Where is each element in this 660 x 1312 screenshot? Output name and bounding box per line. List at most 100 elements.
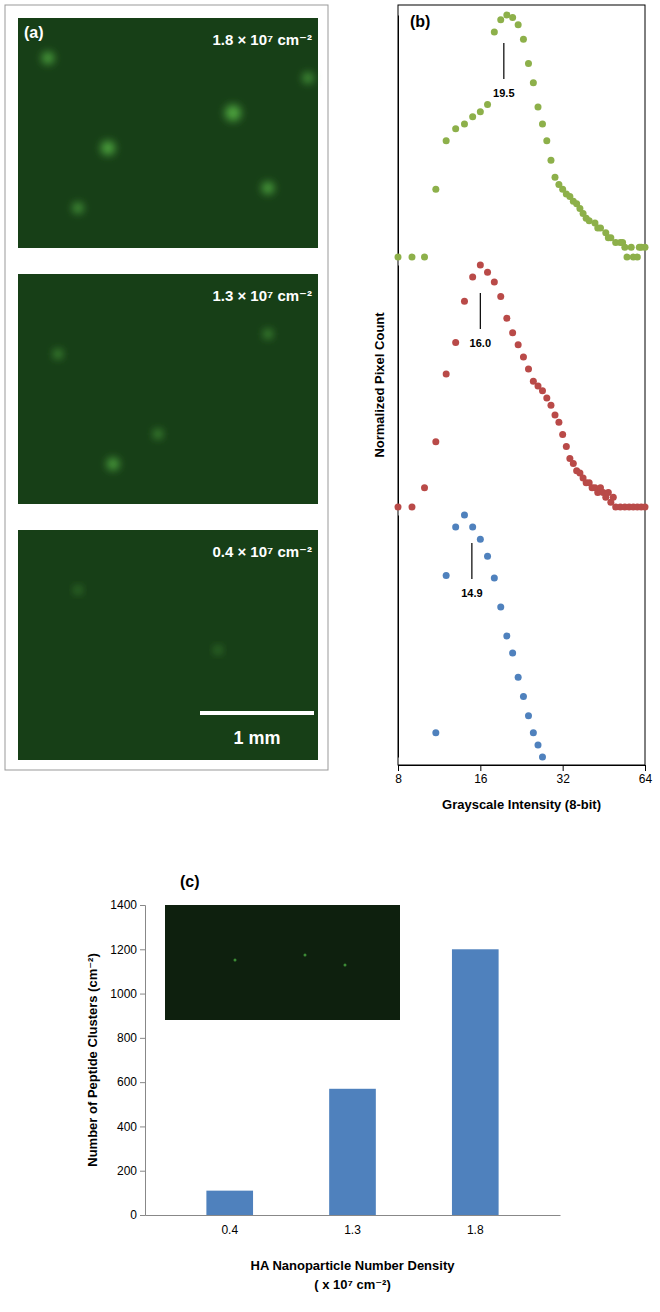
data-point (515, 341, 522, 348)
tick-label: 64 (639, 772, 653, 786)
series (395, 262, 649, 511)
fluorescent-spot (225, 105, 241, 121)
tick-mark (563, 765, 564, 771)
fluorescent-spot (304, 954, 307, 957)
tick-label: 200 (117, 1164, 137, 1178)
tick-label: 1400 (110, 898, 137, 912)
panel-a: 1.8 × 10⁷ cm⁻² 1.3 × 10⁷ cm⁻² 0.4 × 10⁷ cm… (5, 5, 328, 770)
tick: 32 (556, 765, 570, 786)
axis-line (398, 16, 399, 258)
peak-marker (480, 293, 481, 329)
label-patch (468, 336, 493, 350)
data-point (509, 14, 516, 21)
data-point (520, 693, 527, 700)
tick-mark (140, 1082, 145, 1083)
data-point (452, 339, 459, 346)
data-point (484, 269, 491, 276)
x-axis: 8163264 (395, 765, 652, 786)
data-point (477, 108, 484, 115)
peak-label: 16.0 (470, 337, 491, 349)
peak-label: 14.9 (461, 587, 482, 599)
tick: 600 (117, 1075, 145, 1089)
tick: 1200 (110, 943, 145, 957)
y-axis (398, 266, 399, 508)
data-point (461, 298, 468, 305)
data-point (642, 244, 649, 251)
micrograph-image (18, 274, 318, 504)
x-axis: 0.41.31.8 (146, 1215, 561, 1237)
panel-label: (b) (410, 13, 430, 30)
micrograph-image (18, 18, 318, 248)
micrograph: 1.8 × 10⁷ cm⁻² (18, 18, 318, 248)
data-point (509, 649, 516, 656)
x-axis-title: Grayscale Intensity (8-bit) (442, 797, 601, 812)
data-point (509, 329, 516, 336)
data-point (520, 353, 527, 360)
plot-frame (398, 5, 645, 765)
axis-line (399, 765, 646, 766)
data-point (443, 572, 450, 579)
fluorescent-spot (107, 458, 119, 470)
tick-mark (140, 1215, 145, 1216)
data-point (628, 244, 635, 251)
data-point (497, 16, 504, 23)
data-point (539, 120, 546, 127)
tick-label: 1.8 (467, 1223, 484, 1237)
inset-background (165, 905, 400, 1020)
panel-label: (a) (24, 24, 44, 41)
scale-bar-label: 1 mm (233, 728, 280, 748)
series (395, 12, 649, 261)
data-point (515, 21, 522, 28)
data-point (530, 79, 537, 86)
data-point (552, 412, 559, 419)
data-point (477, 262, 484, 269)
data-point (395, 254, 402, 261)
fluorescent-spot (264, 330, 272, 338)
scale-bar (200, 711, 314, 715)
data-point (539, 754, 546, 761)
bar (206, 1191, 253, 1215)
data-point (563, 443, 570, 450)
tick-mark (140, 905, 145, 906)
tick-label: 1200 (110, 943, 137, 957)
micrograph-label: 1.8 × 10⁷ cm⁻² (212, 31, 312, 48)
fluorescent-spot (215, 647, 221, 653)
micrograph-label: 1.3 × 10⁷ cm⁻² (212, 287, 312, 304)
tick-label: 16 (474, 772, 488, 786)
micrograph: 0.4 × 10⁷ cm⁻²1 mm (18, 530, 318, 760)
tick-mark (140, 1038, 145, 1039)
data-point (525, 366, 532, 373)
data-point (525, 60, 532, 67)
fluorescent-spot (303, 73, 313, 83)
panel-label: (c) (180, 873, 200, 890)
data-point (452, 524, 459, 531)
tick-label: 800 (117, 1031, 137, 1045)
data-point (642, 504, 649, 511)
tick-mark (480, 765, 481, 771)
data-point (408, 254, 415, 261)
x-axis-title-line: HA Nanoparticle Number Density (251, 1258, 456, 1273)
bar (329, 1089, 376, 1215)
data-point (497, 293, 504, 300)
y-axis: 0200400600800100012001400 (110, 898, 145, 1222)
fluorescent-spot (262, 182, 274, 194)
data-point (525, 712, 532, 719)
panel-c: 02004006008001000120014000.41.31.8HA Nan… (85, 873, 561, 1292)
tick-label: 0 (130, 1208, 137, 1222)
label-patch (459, 586, 484, 600)
tick: 1000 (110, 987, 145, 1001)
data-point (539, 387, 546, 394)
micrograph: 1.3 × 10⁷ cm⁻² (18, 274, 318, 504)
x-axis-title: HA Nanoparticle Number Density( x 10⁷ cm… (251, 1258, 456, 1292)
fluorescent-spot (75, 587, 81, 593)
data-point (452, 125, 459, 132)
data-point (547, 157, 554, 164)
data-point (634, 254, 641, 261)
fluorescent-spot (234, 959, 237, 962)
tick: 64 (639, 765, 653, 786)
tick-mark (140, 994, 145, 995)
tick: 1.8 (467, 1215, 484, 1237)
label-patch (491, 86, 516, 100)
micrograph-image (18, 530, 318, 760)
tick-label: 32 (556, 772, 570, 786)
